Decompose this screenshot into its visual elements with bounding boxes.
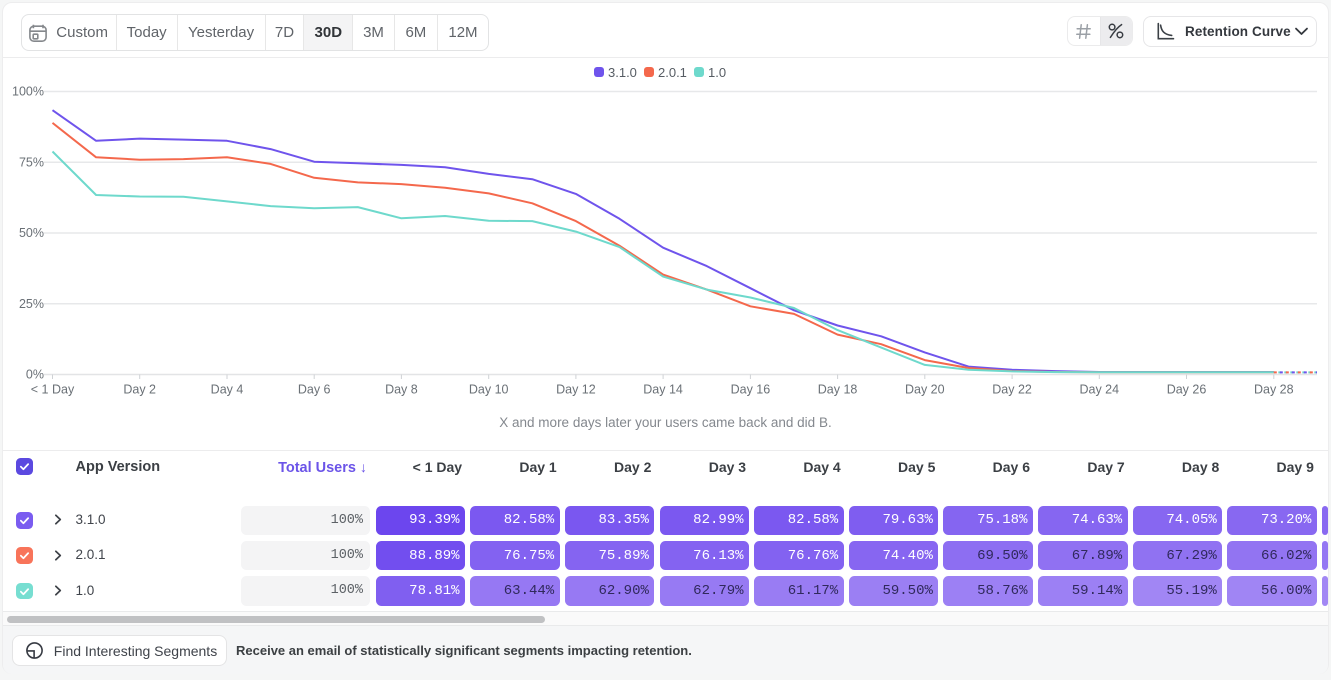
svg-text:Day 2: Day 2 [123,383,156,397]
svg-text:Day 12: Day 12 [556,383,596,397]
svg-text:Day 8: Day 8 [385,383,418,397]
svg-text:100%: 100% [12,85,44,99]
svg-text:Day 14: Day 14 [643,383,683,397]
svg-text:50%: 50% [19,226,44,240]
svg-text:Day 20: Day 20 [905,383,945,397]
svg-text:25%: 25% [19,297,44,311]
svg-text:< 1 Day: < 1 Day [31,383,75,397]
svg-text:75%: 75% [19,155,44,169]
svg-text:Day 22: Day 22 [992,383,1032,397]
svg-text:Day 18: Day 18 [818,383,858,397]
svg-text:Day 26: Day 26 [1167,383,1207,397]
svg-text:Day 4: Day 4 [211,383,244,397]
svg-text:Day 28: Day 28 [1254,383,1294,397]
svg-text:Day 24: Day 24 [1079,383,1119,397]
svg-text:Day 16: Day 16 [731,383,771,397]
svg-text:0%: 0% [26,368,44,382]
svg-text:Day 6: Day 6 [298,383,331,397]
svg-text:Day 10: Day 10 [469,383,509,397]
